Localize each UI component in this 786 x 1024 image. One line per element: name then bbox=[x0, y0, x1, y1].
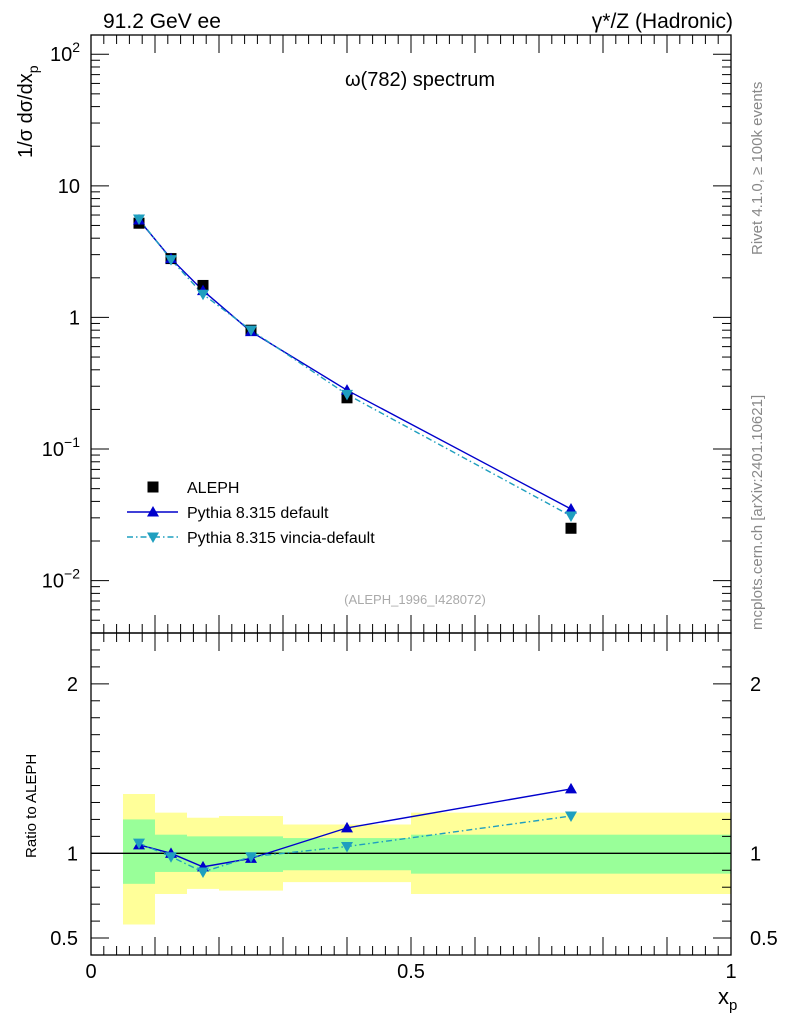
series-2-point bbox=[165, 255, 177, 266]
y-tick-label: 10 bbox=[58, 176, 80, 198]
y-tick-label-base: 10 bbox=[58, 176, 80, 198]
ratio-2-point bbox=[165, 852, 177, 863]
y-tick-label-exponent: 2 bbox=[72, 39, 80, 55]
legend: ALEPH Pythia 8.315 default Pythia 8.315 vi… bbox=[127, 480, 375, 547]
x-axis-label-text: x bbox=[718, 984, 729, 1009]
svg-text:xp: xp bbox=[718, 984, 737, 1014]
ratio-line-2 bbox=[138, 815, 572, 873]
series-1-point bbox=[565, 503, 577, 514]
y-axis-label-text: 1/σ dσ/dx bbox=[15, 73, 37, 158]
series-2-point bbox=[133, 214, 145, 225]
ratio-2-point bbox=[245, 852, 257, 863]
chart-title: ω(782) spectrum bbox=[345, 69, 495, 91]
ratio-1-point bbox=[341, 821, 353, 833]
header-process-label: γ*/Z (Hadronic) bbox=[592, 10, 733, 33]
y-tick-label: 1 bbox=[69, 307, 80, 329]
ratio-line-1 bbox=[138, 788, 572, 868]
ratio-y-tick-label-left: 1 bbox=[67, 843, 78, 865]
uncertainty-band-inner bbox=[123, 819, 155, 884]
ratio-plot-panel: 0.5 0.5 1 1 2 2 Ratio to ALEPH bbox=[23, 632, 778, 956]
series-2-point bbox=[245, 325, 257, 337]
ratio-y-tick-label-left: 0.5 bbox=[50, 928, 78, 950]
ratio-2-point bbox=[565, 811, 577, 823]
ratio-y-tick-label-right: 1 bbox=[750, 843, 761, 865]
ratio-y-tick-label-right: 0.5 bbox=[750, 928, 778, 950]
uncertainty-band-inner bbox=[411, 834, 731, 874]
legend-label-0: ALEPH bbox=[187, 480, 239, 497]
analysis-tag: (ALEPH_1996_I428072) bbox=[344, 592, 486, 607]
x-tick-label: 0.5 bbox=[397, 961, 425, 983]
y-tick-label-base: 10 bbox=[50, 44, 72, 66]
ratio-y-axis-label: Ratio to ALEPH bbox=[23, 754, 40, 858]
legend-marker-2 bbox=[147, 532, 159, 543]
mcplots-source-label: mcplots.cern.ch [arXiv:2401.10621] bbox=[749, 395, 766, 630]
header-energy-label: 91.2 GeV ee bbox=[103, 10, 221, 33]
ratio-y-tick-label-right: 2 bbox=[750, 674, 761, 696]
y-tick-label-base: 10 bbox=[42, 571, 64, 593]
ratio-2-point bbox=[341, 842, 353, 853]
series-line-1 bbox=[138, 219, 572, 510]
legend-marker-0 bbox=[147, 481, 159, 493]
y-tick-label: 102 bbox=[50, 39, 80, 66]
series-line-2 bbox=[138, 218, 572, 517]
rivet-version-label: Rivet 4.1.0, ≥ 100k events bbox=[749, 82, 766, 255]
y-tick-label: 10−1 bbox=[42, 434, 80, 461]
x-axis-label: xp bbox=[718, 984, 737, 1014]
x-tick-label: 1 bbox=[725, 961, 736, 983]
ratio-2-point bbox=[197, 867, 209, 878]
ratio-1-point bbox=[565, 782, 577, 794]
y-tick-label-base: 10 bbox=[42, 439, 64, 461]
ratio-y-tick-label-left: 2 bbox=[67, 674, 78, 696]
y-axis-label-subscript: p bbox=[25, 65, 41, 73]
y-tick-label-base: 1 bbox=[69, 307, 80, 329]
ratio-2-point bbox=[133, 838, 145, 850]
series-2-point bbox=[341, 389, 353, 401]
legend-label-1: Pythia 8.315 default bbox=[187, 505, 329, 522]
x-tick-label: 0 bbox=[85, 961, 96, 983]
y-tick-label-exponent: −2 bbox=[64, 566, 80, 582]
legend-label-2: Pythia 8.315 vincia-default bbox=[187, 530, 375, 547]
y-tick-label-exponent: −1 bbox=[64, 434, 80, 450]
x-axis-label-subscript: p bbox=[729, 997, 737, 1014]
y-tick-label: 10−2 bbox=[42, 566, 80, 593]
series-0-point bbox=[565, 522, 577, 534]
series-2-point bbox=[197, 289, 209, 301]
ratio-plot-frame bbox=[90, 632, 732, 956]
svg-text:1/σ dσ/dxp: 1/σ dσ/dxp bbox=[15, 65, 41, 158]
series-2-point bbox=[565, 511, 577, 522]
y-axis-label: 1/σ dσ/dxp bbox=[15, 65, 41, 158]
legend-marker-1 bbox=[147, 506, 159, 517]
